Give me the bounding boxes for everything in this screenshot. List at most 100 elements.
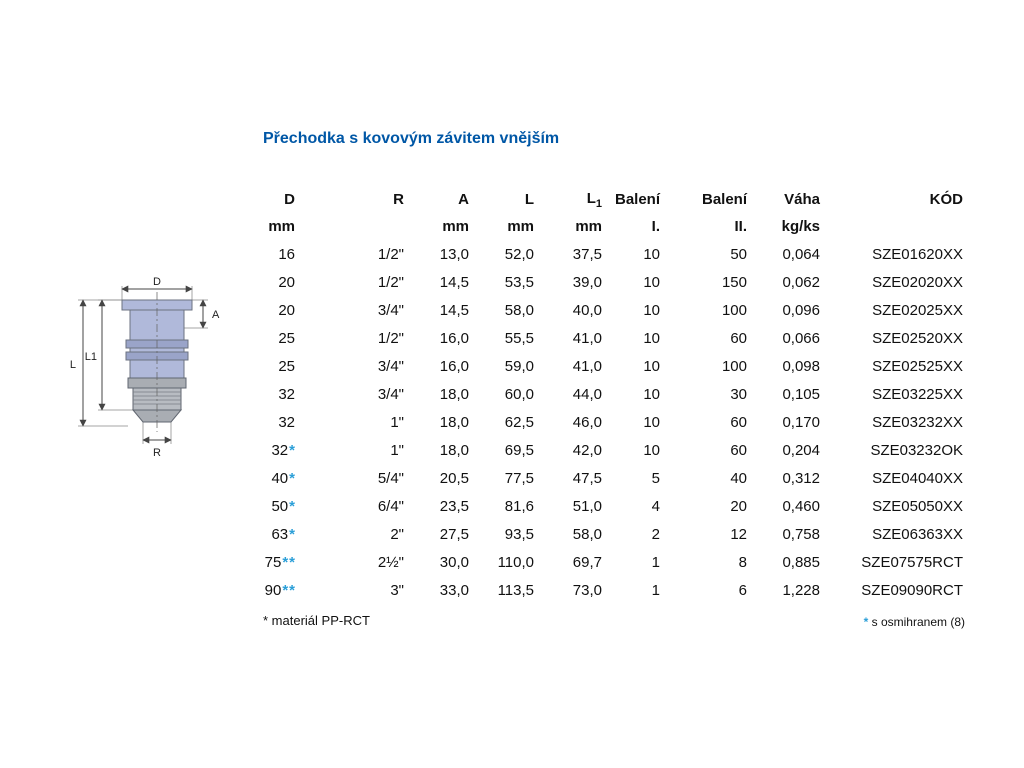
cell-r: 6/4" — [377, 497, 404, 515]
cell-baleni1: 10 — [643, 301, 660, 319]
cell-d: 32 — [255, 408, 297, 436]
cell-d-value: 25 — [278, 357, 295, 375]
cell-d: 75** — [255, 548, 297, 576]
cell-a: 18,0 — [439, 441, 469, 459]
cell-l: 53,5 — [504, 273, 534, 291]
fitting-technical-drawing: D A L1 L R — [70, 276, 220, 459]
cell-r: 3" — [390, 581, 404, 599]
footnote-star: * — [289, 469, 295, 487]
cell-d: 32* — [255, 436, 297, 464]
cell-kod: SZE07575RCT — [861, 553, 963, 571]
cell-d-value: 63 — [271, 525, 289, 543]
cell-baleni2: 60 — [730, 329, 747, 347]
dim-label-l1: L1 — [85, 351, 97, 363]
cell-l1: 73,0 — [572, 581, 602, 599]
cell-baleni2: 8 — [738, 553, 747, 571]
cell-baleni2: 20 — [730, 497, 747, 515]
cell-r: 5/4" — [377, 469, 404, 487]
table-header-labels: D R A L L1 Balení Balení Váha KÓD — [255, 186, 965, 213]
table-row: 32 1" 18,0 62,5 46,0 10 60 0,170 SZE03232XX — [255, 408, 965, 436]
cell-vaha: 0,170 — [782, 413, 820, 431]
cell-l1: 51,0 — [572, 497, 602, 515]
table-row: 16 1/2" 13,0 52,0 37,5 10 50 0,064 SZE01620XX — [255, 240, 965, 268]
cell-r: 1" — [390, 441, 404, 459]
cell-kod: SZE03232OK — [870, 441, 963, 459]
cell-l: 55,5 — [504, 329, 534, 347]
cell-vaha: 0,066 — [782, 329, 820, 347]
footnote-star: * — [282, 553, 289, 571]
cell-baleni2: 100 — [721, 357, 747, 375]
cell-d-value: 32 — [278, 385, 295, 403]
cell-a: 18,0 — [439, 385, 469, 403]
cell-a: 27,5 — [439, 525, 469, 543]
footnote-octagon: * s osmihranem (8) — [864, 615, 965, 629]
cell-l1: 42,0 — [572, 441, 602, 459]
table-row: 25 3/4" 16,0 59,0 41,0 10 100 0,098 SZE02525XX — [255, 352, 965, 380]
cell-l1: 47,5 — [572, 469, 602, 487]
cell-vaha: 0,098 — [782, 357, 820, 375]
cell-vaha: 1,228 — [782, 581, 820, 599]
column-header-d: D — [284, 191, 295, 208]
cell-l: 110,0 — [497, 553, 534, 571]
column-unit-l1: mm — [575, 218, 602, 235]
table-row: 50* 6/4" 23,5 81,6 51,0 4 20 0,460 SZE05050XX — [255, 492, 965, 520]
column-header-kod: KÓD — [929, 191, 963, 208]
column-unit-l: mm — [507, 218, 534, 235]
cell-d-value: 32 — [271, 441, 289, 459]
footnote-star-material: * — [263, 613, 269, 628]
column-header-baleni2: Balení — [701, 191, 747, 208]
column-unit-d: mm — [268, 218, 295, 235]
cell-a: 14,5 — [439, 301, 469, 319]
footnote-star: * — [289, 581, 295, 599]
cell-a: 23,5 — [439, 497, 469, 515]
dim-label-l: L — [70, 359, 76, 371]
cell-r: 2" — [390, 525, 404, 543]
footnote-star: * — [289, 525, 295, 543]
cell-vaha: 0,312 — [782, 469, 820, 487]
cell-vaha: 0,064 — [782, 245, 820, 263]
cell-l: 77,5 — [504, 469, 534, 487]
cell-a: 20,5 — [439, 469, 469, 487]
footnote-octagon-text: s osmihranem (8) — [868, 615, 965, 629]
column-unit-baleni1: I. — [651, 218, 660, 235]
cell-vaha: 0,096 — [782, 301, 820, 319]
cell-baleni2: 12 — [730, 525, 747, 543]
column-header-l: L — [524, 191, 534, 208]
dim-label-a: A — [212, 309, 220, 321]
table-row: 90** 3" 33,0 113,5 73,0 1 6 1,228 SZE09090RCT — [255, 576, 965, 604]
cell-l1: 58,0 — [572, 525, 602, 543]
cell-kod: SZE03232XX — [872, 413, 963, 431]
table-row: 20 1/2" 14,5 53,5 39,0 10 150 0,062 SZE02020XX — [255, 268, 965, 296]
cell-a: 33,0 — [439, 581, 469, 599]
column-unit-r — [297, 213, 406, 240]
table-header-units: mm mm mm mm I. II. kg/ks — [255, 213, 965, 240]
cell-r: 3/4" — [377, 385, 404, 403]
cell-vaha: 0,062 — [782, 273, 820, 291]
cell-d: 20 — [255, 296, 297, 324]
cell-kod: SZE05050XX — [872, 497, 963, 515]
cell-vaha: 0,758 — [782, 525, 820, 543]
cell-baleni2: 60 — [730, 441, 747, 459]
cell-baleni2: 40 — [730, 469, 747, 487]
column-header-baleni1: Balení — [614, 191, 660, 208]
cell-d-value: 40 — [271, 469, 289, 487]
cell-l1: 39,0 — [572, 273, 602, 291]
cell-d: 32 — [255, 380, 297, 408]
cell-baleni1: 10 — [643, 273, 660, 291]
cell-d-value: 20 — [278, 273, 295, 291]
cell-d-value: 32 — [278, 413, 295, 431]
cell-kod: SZE03225XX — [872, 385, 963, 403]
cell-baleni1: 10 — [643, 357, 660, 375]
cell-d: 63* — [255, 520, 297, 548]
cell-baleni1: 10 — [643, 245, 660, 263]
table-row: 25 1/2" 16,0 55,5 41,0 10 60 0,066 SZE02520XX — [255, 324, 965, 352]
cell-r: 1/2" — [377, 273, 404, 291]
cell-baleni1: 5 — [651, 469, 660, 487]
cell-d: 16 — [255, 240, 297, 268]
cell-l1: 41,0 — [572, 357, 602, 375]
footnote-star-octagon: * — [863, 615, 869, 629]
cell-baleni2: 100 — [721, 301, 747, 319]
cell-r: 1/2" — [377, 245, 404, 263]
footnote-material: * materiál PP-RCT — [263, 613, 370, 628]
cell-baleni2: 150 — [721, 273, 747, 291]
